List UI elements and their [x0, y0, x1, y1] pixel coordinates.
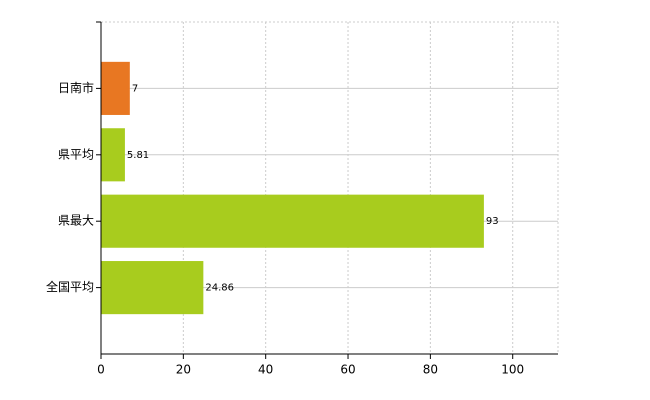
y-tick-label: 県平均: [58, 147, 94, 161]
x-tick-label: 60: [340, 363, 355, 377]
bar: [101, 61, 130, 115]
bar: [101, 128, 125, 182]
x-tick-label: 100: [501, 363, 524, 377]
value-label: 24.86: [205, 283, 234, 294]
value-label: 7: [132, 83, 138, 94]
x-tick-label: 80: [423, 363, 438, 377]
y-tick-label: 全国平均: [46, 279, 94, 294]
value-label: 5.81: [127, 150, 149, 161]
value-label: 93: [486, 216, 499, 227]
bar: [101, 261, 204, 315]
x-tick-label: 0: [97, 363, 105, 377]
y-tick-label: 県最大: [58, 214, 94, 228]
bar: [101, 194, 484, 248]
x-tick-label: 20: [176, 363, 191, 377]
x-tick-label: 40: [258, 363, 273, 377]
y-tick-label: 日南市: [58, 80, 94, 95]
